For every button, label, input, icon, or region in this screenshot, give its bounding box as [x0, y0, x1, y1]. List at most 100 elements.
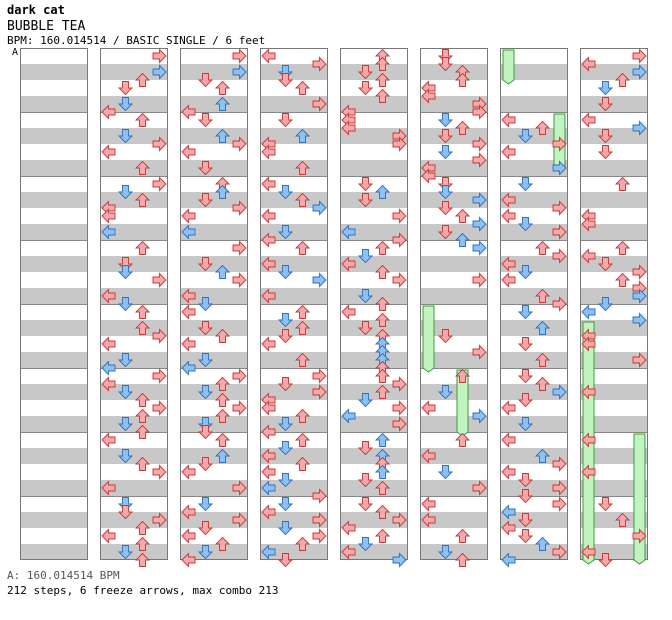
step-arrow-down — [357, 81, 374, 96]
step-arrow-down — [117, 185, 134, 200]
step-arrow-up — [134, 520, 151, 535]
step-arrow-right — [152, 176, 167, 192]
step-arrow-up — [134, 192, 151, 207]
step-arrow-left — [101, 432, 116, 448]
step-arrow-down — [117, 417, 134, 432]
step-arrow-down — [277, 313, 294, 328]
step-arrow-left — [581, 304, 596, 320]
step-arrow-down — [517, 177, 534, 192]
step-arrow-up — [134, 320, 151, 335]
step-arrow-down — [517, 369, 534, 384]
step-arrow-left — [261, 288, 276, 304]
beat-stripe — [420, 224, 488, 240]
step-arrow-down — [277, 377, 294, 392]
beat-stripe — [340, 512, 408, 528]
freeze-arrow — [456, 369, 469, 437]
step-arrow-left — [501, 552, 516, 568]
beat-stripe — [180, 512, 248, 528]
step-arrow-up — [374, 88, 391, 103]
step-arrow-right — [552, 496, 567, 512]
beat-stripe — [20, 320, 88, 336]
beat-stripe — [180, 320, 248, 336]
chart-column — [260, 48, 328, 560]
beat-stripe — [500, 416, 568, 432]
step-arrow-up — [294, 352, 311, 367]
beat-stripe — [100, 128, 168, 144]
step-arrow-down — [437, 129, 454, 144]
step-arrow-right — [632, 352, 647, 368]
step-arrow-right — [232, 480, 247, 496]
step-arrow-right — [152, 400, 167, 416]
step-arrow-left — [421, 400, 436, 416]
step-arrow-up — [534, 288, 551, 303]
step-arrow-down — [517, 529, 534, 544]
step-arrow-down — [517, 393, 534, 408]
step-arrow-right — [472, 192, 487, 208]
step-arrow-left — [261, 448, 276, 464]
step-arrow-right — [392, 136, 407, 152]
step-arrow-up — [134, 552, 151, 567]
step-arrow-right — [472, 104, 487, 120]
step-arrow-up — [294, 160, 311, 175]
beat-stripe — [340, 96, 408, 112]
step-arrow-left — [501, 504, 516, 520]
chart-info: BPM: 160.014514 / BASIC SINGLE / 6 feet — [7, 34, 266, 47]
step-arrow-right — [552, 224, 567, 240]
chart-column — [180, 48, 248, 560]
step-arrow-left — [501, 520, 516, 536]
beat-stripe — [20, 480, 88, 496]
beat-stripe — [580, 288, 648, 304]
step-arrow-down — [597, 297, 614, 312]
beat-stripe — [500, 192, 568, 208]
step-arrow-up — [374, 184, 391, 199]
step-arrow-down — [517, 417, 534, 432]
beat-stripe — [20, 128, 88, 144]
beat-stripe — [580, 448, 648, 464]
chart-column — [340, 48, 408, 560]
step-arrow-down — [277, 417, 294, 432]
beat-stripe — [20, 448, 88, 464]
step-arrow-down — [517, 473, 534, 488]
step-arrow-down — [517, 513, 534, 528]
step-arrow-up — [374, 464, 391, 479]
step-arrow-left — [341, 544, 356, 560]
beat-stripe — [180, 544, 248, 560]
step-arrow-right — [232, 48, 247, 64]
step-arrow-left — [501, 400, 516, 416]
step-arrow-right — [232, 240, 247, 256]
step-arrow-left — [101, 288, 116, 304]
step-arrow-up — [454, 552, 471, 567]
beat-stripe — [420, 160, 488, 176]
step-arrow-right — [632, 120, 647, 136]
beat-stripe — [340, 192, 408, 208]
beat-stripe — [20, 160, 88, 176]
step-arrow-right — [472, 136, 487, 152]
step-arrow-right — [632, 312, 647, 328]
step-arrow-down — [117, 385, 134, 400]
step-arrow-down — [117, 353, 134, 368]
step-arrow-up — [294, 304, 311, 319]
beat-stripe — [580, 352, 648, 368]
step-arrow-right — [152, 48, 167, 64]
step-arrow-up — [214, 432, 231, 447]
beat-stripe — [100, 352, 168, 368]
step-arrow-up — [294, 80, 311, 95]
step-arrow-up — [214, 376, 231, 391]
step-arrow-left — [261, 400, 276, 416]
step-arrow-up — [534, 352, 551, 367]
step-arrow-left — [181, 504, 196, 520]
step-arrow-down — [437, 385, 454, 400]
step-arrow-left — [421, 496, 436, 512]
step-arrow-left — [501, 464, 516, 480]
step-arrow-right — [232, 272, 247, 288]
stats-footer: 212 steps, 6 freeze arrows, max combo 21… — [7, 584, 279, 597]
step-arrow-up — [534, 448, 551, 463]
step-arrow-left — [101, 208, 116, 224]
beat-stripe — [100, 480, 168, 496]
step-arrow-right — [392, 400, 407, 416]
beat-stripe — [20, 96, 88, 112]
beat-stripe — [260, 96, 328, 112]
step-arrow-up — [374, 528, 391, 543]
step-arrow-left — [101, 376, 116, 392]
beat-stripe — [100, 384, 168, 400]
